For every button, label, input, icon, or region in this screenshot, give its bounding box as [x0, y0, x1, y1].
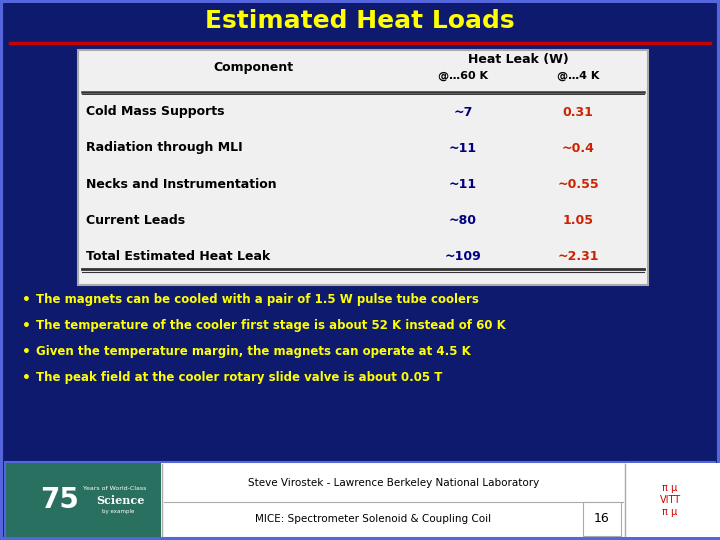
Text: ~2.31: ~2.31 — [557, 249, 599, 262]
Text: MICE: Spectrometer Solenoid & Coupling Coil: MICE: Spectrometer Solenoid & Coupling C… — [256, 514, 492, 524]
Text: ~11: ~11 — [449, 141, 477, 154]
Bar — [5, 462, 715, 538]
Bar — [6, 463, 161, 537]
Text: Years of World-Class: Years of World-Class — [84, 486, 147, 491]
Text: 75: 75 — [40, 486, 79, 514]
Bar — [583, 502, 621, 536]
Text: 0.31: 0.31 — [562, 105, 593, 118]
Text: ~109: ~109 — [445, 249, 482, 262]
Text: ~11: ~11 — [449, 178, 477, 191]
Text: π μ
VITT
π μ: π μ VITT π μ — [660, 483, 680, 517]
Text: •: • — [22, 319, 31, 333]
Text: @…60 K: @…60 K — [438, 71, 488, 81]
Text: ~7: ~7 — [454, 105, 473, 118]
Text: •: • — [22, 371, 31, 385]
Text: Given the temperature margin, the magnets can operate at 4.5 K: Given the temperature margin, the magnet… — [36, 346, 471, 359]
Text: ~80: ~80 — [449, 213, 477, 226]
Text: by example: by example — [102, 509, 134, 514]
Text: @…4 K: @…4 K — [557, 71, 599, 81]
Text: Science: Science — [96, 495, 144, 505]
Bar — [5, 3, 715, 40]
Bar — [78, 50, 648, 285]
Text: •: • — [22, 293, 31, 307]
Text: ~0.55: ~0.55 — [557, 178, 599, 191]
Text: Steve Virostek - Lawrence Berkeley National Laboratory: Steve Virostek - Lawrence Berkeley Natio… — [248, 477, 539, 488]
Text: Necks and Instrumentation: Necks and Instrumentation — [86, 178, 276, 191]
Text: Radiation through MLI: Radiation through MLI — [86, 141, 243, 154]
Text: Component: Component — [213, 62, 293, 75]
Text: The peak field at the cooler rotary slide valve is about 0.05 T: The peak field at the cooler rotary slid… — [36, 372, 442, 384]
Text: Current Leads: Current Leads — [86, 213, 185, 226]
Text: Total Estimated Heat Leak: Total Estimated Heat Leak — [86, 249, 270, 262]
Text: Cold Mass Supports: Cold Mass Supports — [86, 105, 225, 118]
Text: The magnets can be cooled with a pair of 1.5 W pulse tube coolers: The magnets can be cooled with a pair of… — [36, 294, 479, 307]
Text: •: • — [22, 345, 31, 359]
Text: Estimated Heat Loads: Estimated Heat Loads — [205, 9, 515, 33]
Text: Heat Leak (W): Heat Leak (W) — [467, 53, 568, 66]
Bar — [626, 463, 720, 537]
Text: ~0.4: ~0.4 — [562, 141, 595, 154]
Text: The temperature of the cooler first stage is about 52 K instead of 60 K: The temperature of the cooler first stag… — [36, 320, 505, 333]
Text: 16: 16 — [594, 512, 610, 525]
Text: 1.05: 1.05 — [562, 213, 593, 226]
